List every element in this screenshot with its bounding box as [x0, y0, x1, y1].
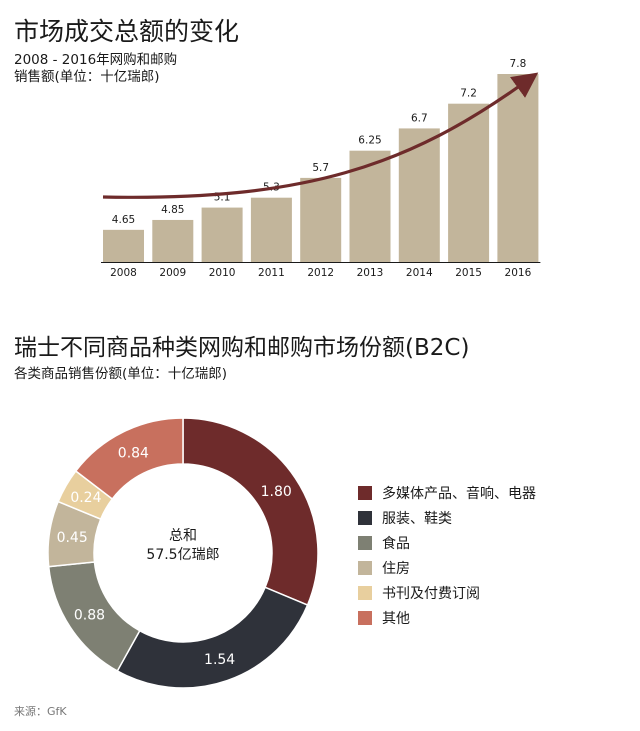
bar-2010: [201, 207, 243, 262]
bar-2009: [152, 219, 194, 262]
donut-value-label: 1.80: [261, 484, 292, 500]
donut-slice-other: [74, 417, 184, 500]
legend-item: 服装、鞋类: [358, 505, 536, 530]
legend-swatch: [358, 585, 372, 600]
bar-2012: [300, 177, 342, 262]
donut-chart-title: 瑞士不同商品种类网购和邮购市场份额(B2C): [14, 335, 470, 361]
bar-2014: [398, 128, 440, 262]
legend-swatch: [358, 485, 372, 500]
x-tick-label: 2014: [406, 267, 433, 279]
donut-value-label: 1.54: [204, 652, 235, 668]
bar-value-label: 5.7: [312, 162, 329, 174]
x-tick-label: 2011: [258, 267, 285, 279]
source-note: 来源：GfK: [14, 705, 67, 718]
legend-label: 服装、鞋类: [382, 510, 452, 527]
bar-value-label: 6.7: [411, 112, 428, 124]
bar-chart-subtitle-line2: 销售额(单位：十亿瑞郎): [14, 69, 160, 85]
donut-center-label: 总和: [169, 528, 197, 544]
x-tick-label: 2012: [307, 267, 334, 279]
legend-item: 其他: [358, 605, 536, 630]
legend-label: 其他: [382, 610, 410, 627]
donut-value-label: 0.45: [57, 530, 88, 546]
donut-value-label: 0.88: [74, 608, 105, 624]
bar-2016: [497, 74, 539, 262]
bar-2011: [250, 197, 292, 262]
x-tick-label: 2015: [455, 267, 482, 279]
x-tick-label: 2016: [505, 267, 532, 279]
bar-chart-title: 市场成交总额的变化: [14, 17, 240, 46]
donut-value-label: 0.84: [118, 446, 149, 462]
legend-label: 多媒体产品、音响、电器: [382, 485, 536, 502]
bar-value-label: 4.85: [161, 204, 184, 216]
legend-label: 书刊及付费订阅: [382, 585, 480, 602]
bar-value-label: 6.25: [358, 135, 381, 147]
donut-chart: 1.80 1.54 0.88 0.45 0.24 0.84 总和 57.5亿瑞郎: [47, 417, 319, 689]
donut-slice-multimedia: [182, 417, 319, 607]
donut-chart-subtitle: 各类商品销售份额(单位：十亿瑞郎): [14, 366, 228, 382]
bar-value-label: 7.2: [460, 88, 477, 100]
x-tick-label: 2010: [209, 267, 236, 279]
legend-swatch: [358, 560, 372, 575]
bar-2015: [448, 103, 490, 263]
bar-2008: [103, 229, 144, 262]
bar-chart: 4.6520084.8520095.120105.320115.720126.2…: [101, 58, 541, 279]
legend-label: 食品: [382, 535, 410, 552]
bar-2013: [349, 150, 391, 262]
legend-item: 住房: [358, 555, 536, 580]
donut-center-total: 57.5亿瑞郎: [146, 547, 219, 563]
legend-item: 食品: [358, 530, 536, 555]
x-tick-label: 2008: [110, 267, 137, 279]
legend-swatch: [358, 535, 372, 550]
bar-value-label: 4.65: [112, 214, 135, 226]
bar-chart-subtitle: 2008 - 2016年网购和邮购 销售额(单位：十亿瑞郎): [14, 52, 177, 86]
bar-value-label: 7.8: [510, 58, 527, 70]
legend-swatch: [358, 510, 372, 525]
legend-label: 住房: [382, 560, 410, 577]
bar-chart-subtitle-line1: 2008 - 2016年网购和邮购: [14, 52, 178, 68]
legend-swatch: [358, 610, 372, 625]
donut-value-label: 0.24: [70, 490, 101, 506]
donut-slice-clothing: [116, 586, 309, 689]
legend-item: 多媒体产品、音响、电器: [358, 480, 536, 505]
trend-arrow: [102, 72, 539, 199]
donut-legend: 多媒体产品、音响、电器 服装、鞋类食品住房书刊及付费订阅 其他: [358, 480, 536, 630]
x-tick-label: 2009: [159, 267, 186, 279]
x-tick-label: 2013: [357, 267, 384, 279]
legend-item: 书刊及付费订阅: [358, 580, 536, 605]
